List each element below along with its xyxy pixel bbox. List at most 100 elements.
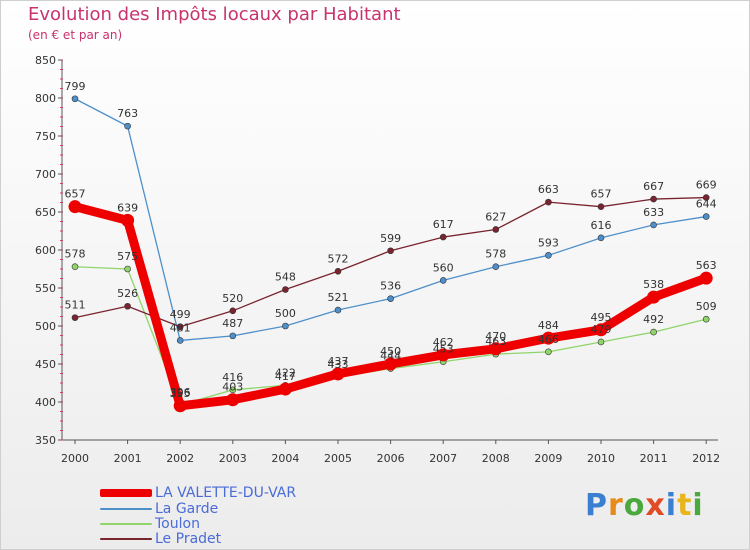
data-point	[68, 200, 82, 214]
data-point	[650, 221, 657, 229]
data-point	[541, 331, 555, 345]
data-point	[278, 382, 292, 396]
data-point	[229, 386, 237, 394]
y-tick-label: 400	[35, 396, 56, 409]
data-label: 509	[696, 300, 717, 313]
proxiti-logo: Proxiti	[585, 488, 704, 523]
data-point	[176, 323, 184, 331]
y-tick-label: 800	[35, 92, 56, 105]
legend-swatch	[100, 489, 152, 497]
data-label: 481	[170, 321, 191, 334]
data-label: 487	[222, 317, 243, 330]
data-label: 484	[538, 319, 559, 332]
data-point	[699, 271, 713, 285]
y-tick-label: 450	[35, 358, 56, 371]
data-label: 499	[170, 308, 191, 321]
data-label: 644	[696, 198, 717, 211]
data-label: 669	[696, 179, 717, 192]
data-point	[387, 295, 394, 302]
data-label: 417	[275, 370, 296, 383]
data-label: 479	[591, 323, 612, 336]
y-tick-label: 350	[35, 434, 56, 447]
x-tick-label: 2011	[640, 452, 668, 465]
data-point	[282, 322, 289, 330]
data-point	[650, 328, 657, 336]
x-tick-label: 2010	[587, 452, 615, 465]
data-label: 396	[170, 386, 191, 399]
legend-label: La Garde	[155, 501, 219, 517]
data-point	[71, 263, 79, 271]
data-label: 466	[538, 333, 559, 346]
series-line-1	[74, 98, 707, 342]
data-label: 437	[328, 355, 349, 368]
x-tick-label: 2007	[429, 452, 457, 465]
logo-letter: t	[677, 488, 693, 523]
logo-letter: x	[645, 488, 666, 523]
data-label: 395	[170, 387, 191, 400]
data-label: 548	[275, 271, 296, 284]
data-point	[650, 195, 657, 203]
data-point	[545, 198, 552, 206]
data-point	[436, 348, 450, 362]
y-tick-label: 550	[35, 282, 56, 295]
data-label: 536	[380, 280, 401, 293]
chart-title: Evolution des Impôts locaux par Habitant	[28, 4, 401, 25]
data-label: 617	[433, 218, 454, 231]
data-point	[594, 323, 608, 337]
data-label: 599	[380, 232, 401, 245]
data-point	[384, 357, 398, 371]
data-label: 657	[591, 188, 612, 201]
legend-label: Toulon	[155, 516, 200, 532]
data-label: 422	[275, 366, 296, 379]
data-point	[492, 226, 500, 233]
data-point	[124, 265, 131, 273]
data-point	[334, 306, 342, 314]
data-label: 450	[380, 345, 401, 358]
data-point	[545, 348, 552, 356]
x-tick-label: 2000	[61, 452, 89, 465]
data-label: 495	[591, 311, 612, 324]
data-label: 526	[117, 287, 138, 300]
data-point	[492, 263, 500, 271]
chart-subtitle: (en € et par an)	[28, 28, 123, 42]
data-label: 453	[433, 343, 454, 356]
legend-swatch	[100, 538, 152, 540]
data-label: 463	[485, 335, 506, 348]
data-label: 444	[380, 350, 401, 363]
logo-letter: o	[623, 488, 646, 523]
data-point	[597, 234, 605, 242]
data-point	[439, 277, 447, 284]
data-point	[702, 194, 710, 201]
data-label: 403	[222, 381, 243, 394]
data-point	[702, 315, 710, 323]
data-point	[647, 290, 661, 304]
data-label: 616	[591, 219, 612, 232]
data-label: 470	[485, 330, 506, 343]
data-label: 563	[696, 259, 717, 272]
y-tick-label: 700	[35, 168, 56, 181]
data-point	[597, 203, 605, 210]
legend-swatch	[100, 523, 152, 525]
x-tick-label: 2009	[534, 452, 562, 465]
data-point	[387, 247, 394, 255]
data-point	[229, 307, 237, 315]
data-label: 572	[328, 252, 349, 265]
y-tick-label: 750	[35, 130, 56, 143]
data-label: 560	[433, 261, 454, 274]
logo-letter: r	[608, 488, 624, 523]
data-point	[173, 399, 187, 413]
data-point	[334, 267, 342, 275]
data-label: 416	[222, 371, 243, 384]
y-tick-label: 850	[35, 54, 56, 67]
data-label: 763	[117, 107, 138, 120]
logo-letter: i	[665, 488, 678, 523]
data-point	[331, 367, 345, 381]
x-tick-label: 2002	[166, 452, 194, 465]
y-tick-label: 600	[35, 244, 56, 257]
legend-label: LA VALETTE-DU-VAR	[155, 485, 297, 501]
data-point	[226, 393, 240, 407]
logo-letter: P	[585, 488, 608, 523]
data-label: 511	[65, 299, 86, 312]
legend-label: Le Pradet	[155, 531, 222, 547]
